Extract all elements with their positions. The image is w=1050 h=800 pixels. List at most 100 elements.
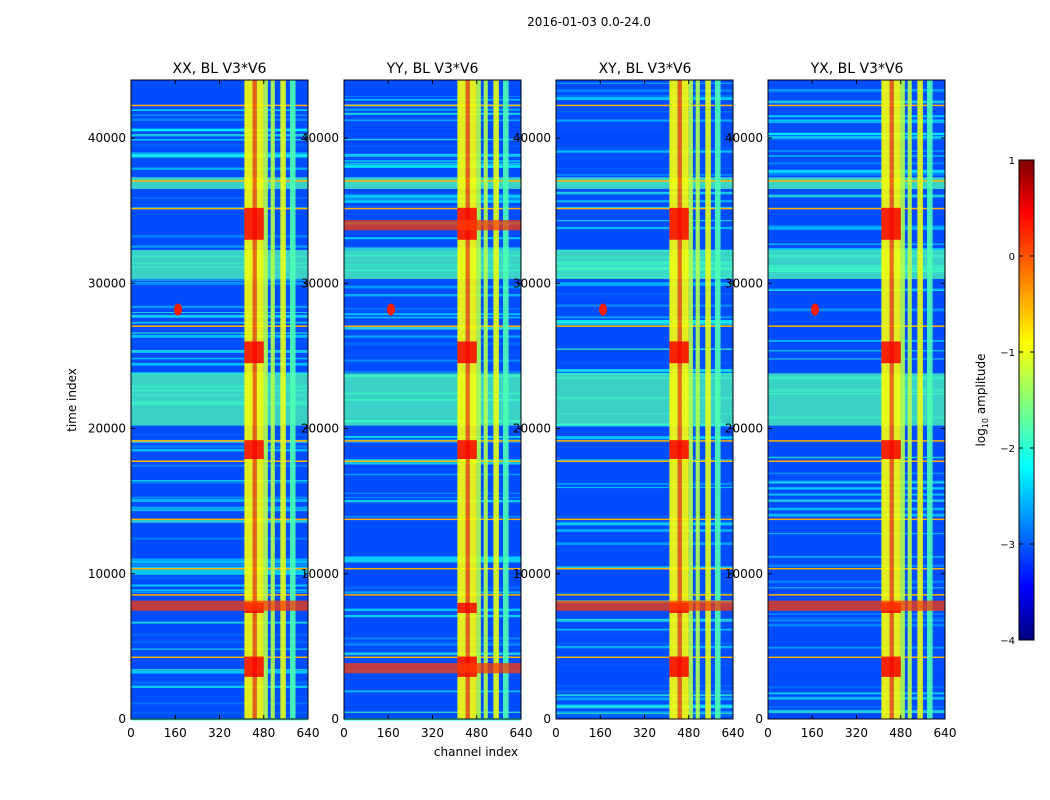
heatmap-rfi-line bbox=[768, 594, 945, 596]
heatmap-noise-row bbox=[131, 158, 308, 161]
heatmap-noise-row bbox=[768, 162, 945, 165]
heatmap-hot-block bbox=[881, 656, 901, 677]
heatmap-noise-row bbox=[131, 454, 308, 457]
heatmap-noise-row bbox=[556, 697, 733, 701]
heatmap-channel-stripe bbox=[907, 80, 912, 719]
heatmap-hot-block bbox=[669, 656, 689, 677]
heatmap-time-band bbox=[131, 177, 308, 189]
heatmap-noise-row bbox=[131, 571, 308, 575]
heatmap-noise-row bbox=[344, 361, 521, 364]
heatmap-noise-row bbox=[768, 132, 945, 136]
heatmap-noise-row bbox=[131, 695, 308, 697]
heatmap-rfi-line bbox=[768, 518, 945, 521]
heatmap-rfi-line bbox=[131, 104, 308, 107]
y-tick-label: 0 bbox=[118, 712, 126, 726]
heatmap-source-blip bbox=[599, 303, 608, 316]
heatmap-noise-row bbox=[768, 499, 945, 502]
heatmap-noise-row bbox=[131, 279, 308, 281]
y-tick-label: 40000 bbox=[725, 131, 763, 145]
heatmap-noise-row bbox=[556, 319, 733, 321]
heatmap-noise-row bbox=[768, 92, 945, 94]
heatmap-noise-row bbox=[131, 681, 308, 684]
heatmap-noise-row bbox=[131, 702, 308, 705]
heatmap-noise-row bbox=[344, 441, 521, 444]
colorbar-tick-label: 0 bbox=[1009, 252, 1015, 263]
heatmap-loud-band bbox=[768, 600, 945, 611]
heatmap-noise-row bbox=[131, 321, 308, 324]
heatmap-noise-row bbox=[131, 507, 308, 511]
heatmap-hot-block bbox=[457, 341, 477, 364]
colorbar-label-sub: 10 bbox=[981, 418, 990, 428]
colorbar-tick-label: −1 bbox=[1000, 348, 1015, 359]
heatmap-channel-stripe bbox=[256, 80, 264, 719]
heatmap-noise-row bbox=[768, 623, 945, 627]
colorbar-tick-label: −2 bbox=[1000, 444, 1015, 455]
heatmap-noise-row bbox=[131, 537, 308, 540]
heatmap-hot-block bbox=[881, 341, 901, 364]
heatmap-channel-stripe bbox=[290, 80, 296, 719]
panel: YX, BL V3*V6 0 160 320 480 640 0 10000 20000 30… bbox=[725, 61, 957, 740]
heatmap-noise-row bbox=[344, 285, 521, 289]
heatmap-noise-row bbox=[768, 493, 945, 496]
x-tick-label: 320 bbox=[208, 726, 231, 740]
heatmap-channel-stripe bbox=[493, 80, 499, 719]
heatmap-noise-row bbox=[131, 640, 308, 644]
heatmap-rfi-line bbox=[131, 460, 308, 462]
x-tick-label: 0 bbox=[552, 726, 560, 740]
heatmap-noise-row bbox=[344, 308, 521, 310]
heatmap-channel-stripe bbox=[917, 80, 923, 719]
heatmap-noise-row bbox=[344, 113, 521, 116]
heatmap-rfi-line bbox=[768, 207, 945, 210]
heatmap-noise-row bbox=[556, 566, 733, 570]
heatmap-noise-row bbox=[768, 160, 945, 163]
heatmap-noise-row bbox=[768, 686, 945, 689]
heatmap-noise-row bbox=[344, 337, 521, 339]
heatmap-noise-row bbox=[556, 523, 733, 526]
heatmap-loud-band bbox=[344, 220, 521, 231]
heatmap-noise-row bbox=[344, 591, 521, 594]
heatmap-noise-row bbox=[768, 194, 945, 198]
heatmap-noise-row bbox=[556, 323, 733, 326]
heatmap-noise-row bbox=[768, 619, 945, 622]
heatmap-noise-row bbox=[768, 138, 945, 141]
heatmap-noise-row bbox=[768, 110, 945, 113]
heatmap-noise-row bbox=[344, 711, 521, 713]
heatmap-noise-row bbox=[131, 281, 308, 285]
heatmap-noise-row bbox=[344, 473, 521, 476]
heatmap-noise-row bbox=[556, 150, 733, 153]
heatmap-noise-row bbox=[768, 358, 945, 360]
heatmap-source-blip bbox=[387, 303, 396, 316]
heatmap-noise-row bbox=[768, 89, 945, 92]
heatmap-noise-row bbox=[131, 118, 308, 122]
x-tick-label: 320 bbox=[845, 726, 868, 740]
heatmap-hot-block bbox=[244, 656, 264, 677]
y-tick-label: 0 bbox=[755, 712, 763, 726]
x-tick-label: 160 bbox=[801, 726, 824, 740]
heatmap-noise-row bbox=[131, 203, 308, 206]
heatmap-noise-row bbox=[556, 645, 733, 649]
y-tick-label: 20000 bbox=[301, 422, 339, 436]
heatmap-loud-band bbox=[131, 600, 308, 611]
heatmap-rfi-line bbox=[556, 180, 733, 182]
heatmap-rfi-line bbox=[131, 594, 308, 596]
heatmap-noise-row bbox=[131, 362, 308, 366]
heatmap-loud-band bbox=[344, 663, 521, 674]
panel: YY, BL V3*V6 0 160 320 480 640 0 10000 20000 30… bbox=[301, 61, 533, 740]
heatmap-noise-row bbox=[556, 191, 733, 195]
heatmap-noise-row bbox=[344, 354, 521, 356]
heatmap-time-band bbox=[131, 373, 308, 426]
colorbar: 10−1−2−3−4 log10 amplitude bbox=[974, 156, 1035, 647]
heatmap-noise-row bbox=[344, 557, 521, 560]
heatmap-noise-row bbox=[768, 322, 945, 325]
heatmap-noise-row bbox=[556, 89, 733, 92]
heatmap-noise-row bbox=[768, 472, 945, 475]
heatmap-noise-row bbox=[131, 566, 308, 569]
heatmap-noise-row bbox=[344, 206, 521, 208]
heatmap bbox=[130, 79, 309, 721]
heatmap-noise-row bbox=[131, 235, 308, 238]
heatmap-noise-row bbox=[344, 158, 521, 160]
heatmap-noise-row bbox=[556, 167, 733, 170]
heatmap-time-band bbox=[556, 249, 733, 279]
heatmap-noise-row bbox=[344, 465, 521, 468]
y-tick-label: 0 bbox=[543, 712, 551, 726]
